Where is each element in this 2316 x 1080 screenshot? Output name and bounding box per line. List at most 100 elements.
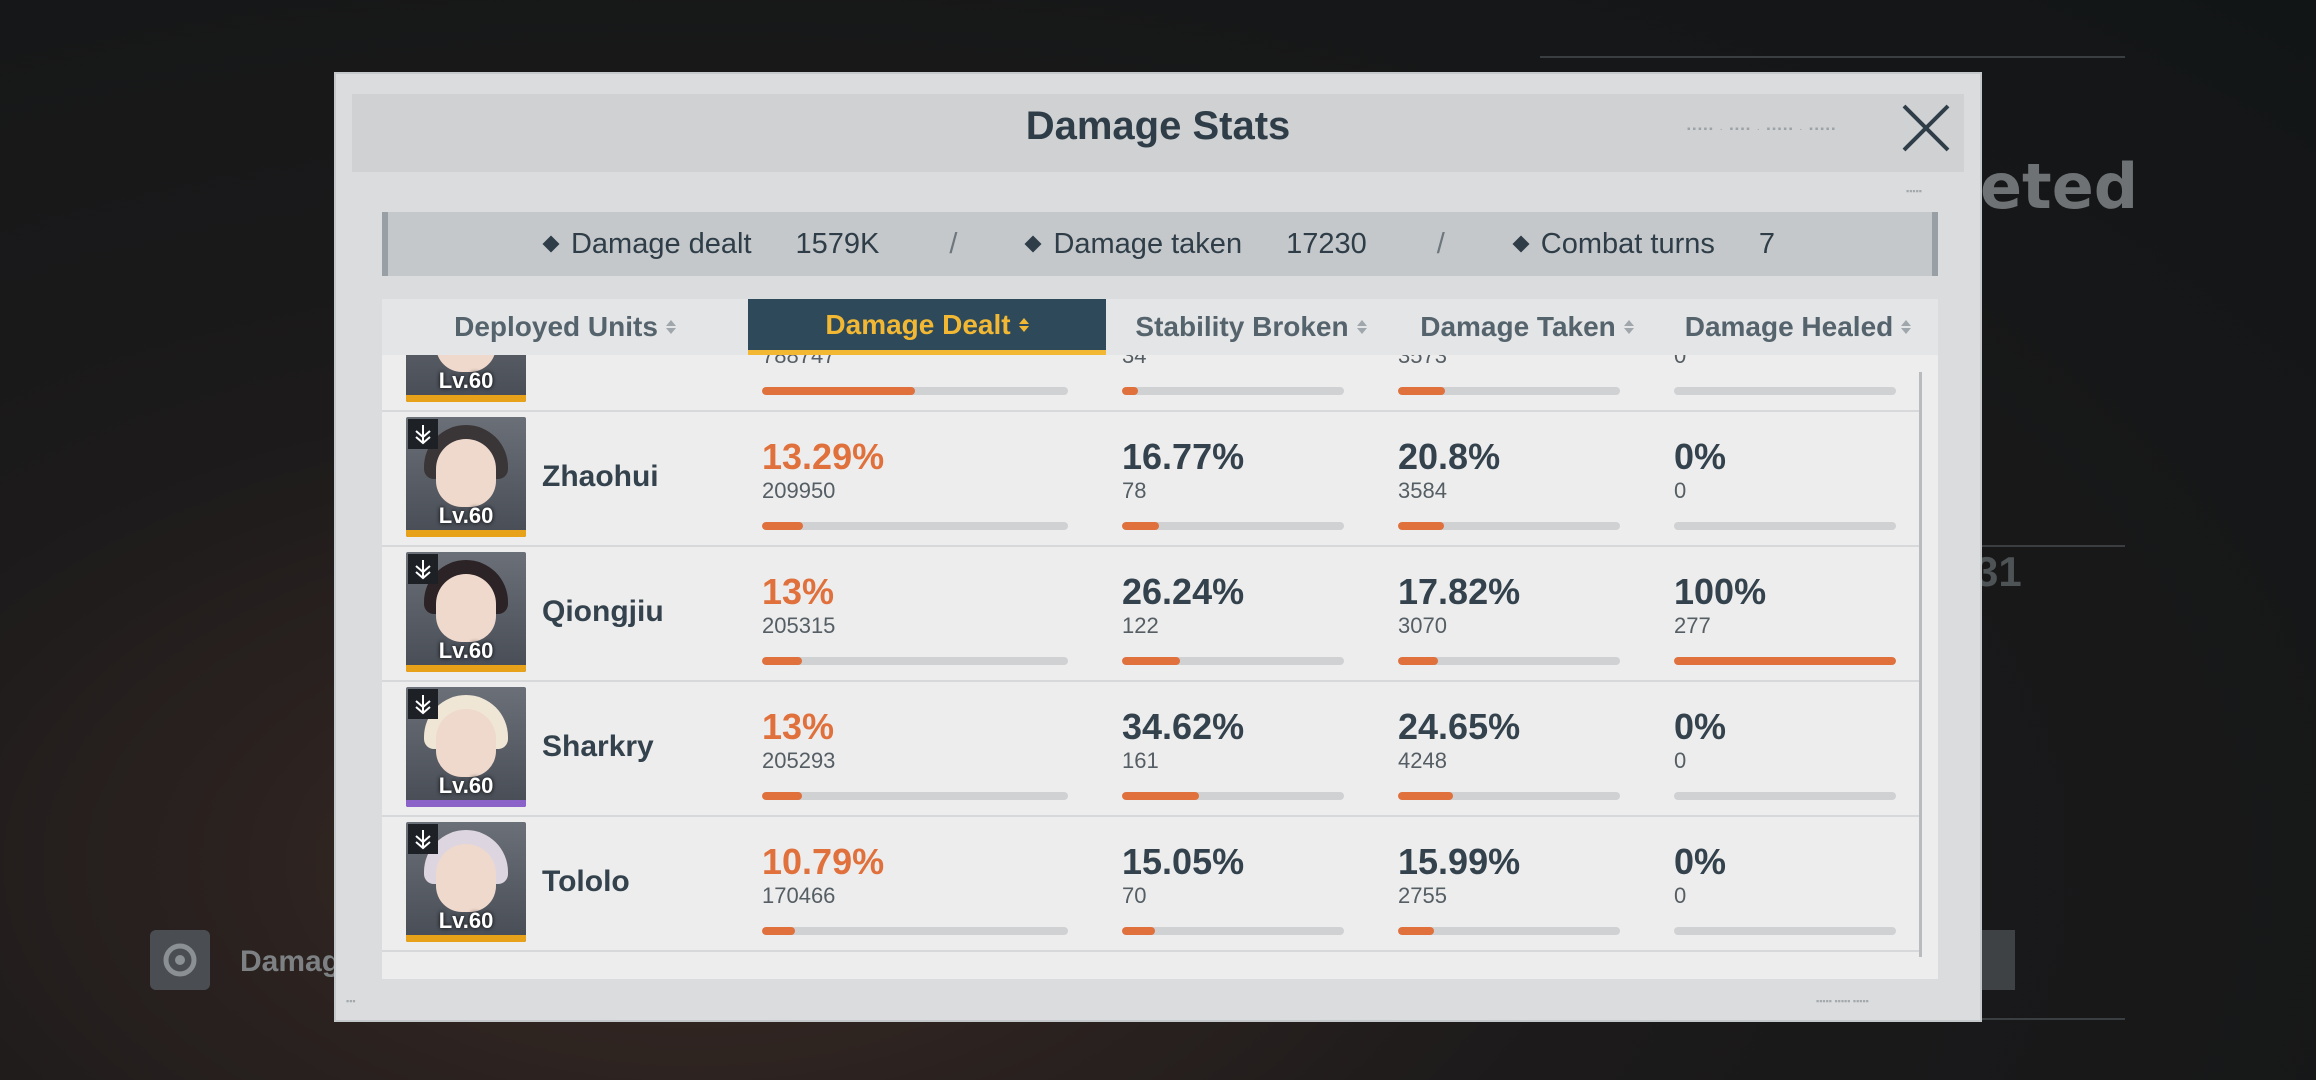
sort-icon [1018,317,1029,332]
background-button-label: Damag [240,945,341,978]
close-button[interactable] [1896,98,1956,158]
unit-level: Lv.60 [438,638,494,663]
stat-value: 205315 [762,613,836,638]
stat-cell-dealt: 47.92% 788747 [762,355,1068,369]
stat-progress-bar [762,792,1068,800]
column-damage-healed[interactable]: Damage Healed [1658,299,1938,355]
close-icon [1902,104,1950,152]
background-divider [1540,56,2125,58]
stat-progress-fill [1122,387,1138,395]
column-damage-dealt[interactable]: Damage Dealt [748,299,1106,355]
stat-percent: 15.99% [1398,841,1521,882]
stat-cell-healed: 0% 0 [1674,841,1896,909]
stat-progress-fill [1398,657,1438,665]
stat-progress-bar [1674,387,1896,395]
table-row[interactable]: Lv.60 Klukai 47.92% 788747 7.52% 34 20.7… [382,355,1922,412]
stat-cell-healed: 0% 0 [1674,706,1896,774]
stat-value: 3573 [1398,355,1447,368]
column-damage-taken[interactable]: Damage Taken [1396,299,1658,355]
stat-value: 122 [1122,613,1159,638]
unit-avatar[interactable]: Lv.60 [406,687,526,807]
stat-progress-bar [1122,387,1344,395]
sort-icon [1623,320,1634,334]
table-body[interactable]: Lv.60 Klukai 47.92% 788747 7.52% 34 20.7… [382,355,1938,979]
unit-level: Lv.60 [438,503,494,528]
rarity-bar [406,665,526,672]
stat-value: 788747 [762,355,836,368]
stat-value: 0 [1674,883,1687,908]
stat-cell-taken: 15.99% 2755 [1398,841,1620,909]
stat-cell-healed: 0% 0 [1674,436,1896,504]
stat-percent: 13.29% [762,436,885,477]
stat-percent: 15.05% [1122,841,1245,882]
unit-avatar[interactable]: Lv.60 [406,552,526,672]
stat-percent: 100% [1674,571,1767,612]
table-row[interactable]: Lv.60 Sharkry 13% 205293 34.62% 161 24.6… [382,682,1922,817]
diamond-icon [542,235,560,253]
stat-progress-bar [1398,927,1620,935]
modal-title: Damage Stats [1025,104,1291,148]
stat-percent: 17.82% [1398,571,1521,612]
stat-progress-fill [1122,927,1156,935]
stat-value: 0 [1674,355,1687,368]
stat-percent: 0% [1674,706,1727,747]
stat-progress-fill [1122,522,1160,530]
stat-cell-taken: 20.74% 3573 [1398,355,1620,369]
column-stability-broken[interactable]: Stability Broken [1106,299,1396,355]
unit-avatar[interactable]: Lv.60 [406,822,526,942]
stat-progress-bar [1122,657,1344,665]
stat-value: 3584 [1398,478,1447,503]
damage-stats-modal: ▪▪▪▪▪ · ▪▪▪▪ · ▪▪▪▪▪ · ▪▪▪▪▪ Damage Stat… [334,72,1982,1022]
background-button [150,930,210,990]
stat-progress-bar [762,387,1068,395]
stat-percent: 24.65% [1398,706,1521,747]
corner-marking: ▪▪▪ [346,996,356,1006]
stat-progress-fill [1122,657,1181,665]
stat-value: 70 [1122,883,1147,908]
rarity-bar [406,395,526,402]
stat-progress-bar [1674,927,1896,935]
summary-label: Combat turns [1540,227,1715,260]
unit-name: Klukai [542,355,632,359]
stat-percent: 16.77% [1122,436,1245,477]
rarity-bar [406,935,526,942]
stat-value: 277 [1674,613,1711,638]
column-deployed-units[interactable]: Deployed Units [382,299,748,355]
stat-value: 2755 [1398,883,1447,908]
stat-percent: 10.79% [762,841,885,882]
stat-percent: 13% [762,571,835,612]
avatar-face [436,355,496,372]
corner-marking: ▪▪▪▪▪ [1906,186,1922,196]
stat-value: 78 [1122,478,1147,503]
table-row[interactable]: Lv.60 Zhaohui 13.29% 209950 16.77% 78 20… [382,412,1922,547]
stat-percent: 13% [762,706,835,747]
background-divider [1980,545,2125,547]
unit-avatar[interactable]: Lv.60 [406,417,526,537]
table-row[interactable]: Lv.60 Qiongjiu 13% 205315 26.24% 122 17.… [382,547,1922,682]
unit-name: Zhaohui [542,460,659,493]
stat-cell-dealt: 13% 205293 [762,706,1068,774]
stat-value: 205293 [762,748,836,773]
table-scrollbar[interactable] [1919,372,1922,957]
stat-progress-fill [762,522,803,530]
table-row[interactable]: Lv.60 Tololo 10.79% 170466 15.05% 70 15.… [382,817,1922,952]
stat-progress-bar [1674,657,1896,665]
unit-avatar[interactable]: Lv.60 [406,355,526,402]
diamond-icon [1024,235,1042,253]
stat-value: 170466 [762,883,836,908]
stat-value: 34 [1122,355,1147,368]
stat-cell-broken: 7.52% 34 [1122,355,1344,369]
stat-cell-healed: 0% 0 [1674,355,1896,369]
stat-value: 3070 [1398,613,1447,638]
stat-progress-fill [1674,657,1896,665]
stat-progress-bar [1122,522,1344,530]
stat-progress-bar [1122,927,1344,935]
summary-label: Damage taken [1053,227,1243,260]
stat-cell-healed: 100% 277 [1674,571,1896,639]
stat-progress-bar [762,927,1068,935]
class-icon [408,554,438,584]
stat-progress-bar [1674,792,1896,800]
header-decoration: ▪▪▪▪▪ · ▪▪▪▪ · ▪▪▪▪▪ · ▪▪▪▪▪ [1687,124,1838,135]
table-header: Deployed Units Damage Dealt Stability Br… [382,299,1938,355]
summary-value: 1579K [795,227,880,260]
